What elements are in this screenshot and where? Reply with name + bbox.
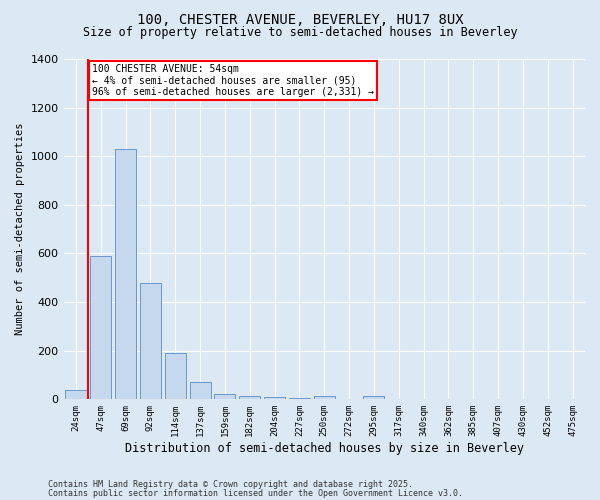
Bar [289,398,310,400]
Bar [65,390,86,400]
Bar [364,396,385,400]
Text: 100 CHESTER AVENUE: 54sqm
← 4% of semi-detached houses are smaller (95)
96% of s: 100 CHESTER AVENUE: 54sqm ← 4% of semi-d… [92,64,374,97]
Bar [115,149,136,400]
Bar [239,396,260,400]
Text: 100, CHESTER AVENUE, BEVERLEY, HU17 8UX: 100, CHESTER AVENUE, BEVERLEY, HU17 8UX [137,12,463,26]
X-axis label: Distribution of semi-detached houses by size in Beverley: Distribution of semi-detached houses by … [125,442,524,455]
Text: Contains HM Land Registry data © Crown copyright and database right 2025.: Contains HM Land Registry data © Crown c… [48,480,413,489]
Text: Contains public sector information licensed under the Open Government Licence v3: Contains public sector information licen… [48,488,463,498]
Text: Size of property relative to semi-detached houses in Beverley: Size of property relative to semi-detach… [83,26,517,39]
Bar [264,397,285,400]
Bar [214,394,235,400]
Bar [165,353,186,400]
Bar [314,396,335,400]
Bar [140,282,161,400]
Y-axis label: Number of semi-detached properties: Number of semi-detached properties [15,123,25,336]
Bar [190,382,211,400]
Bar [90,256,112,400]
